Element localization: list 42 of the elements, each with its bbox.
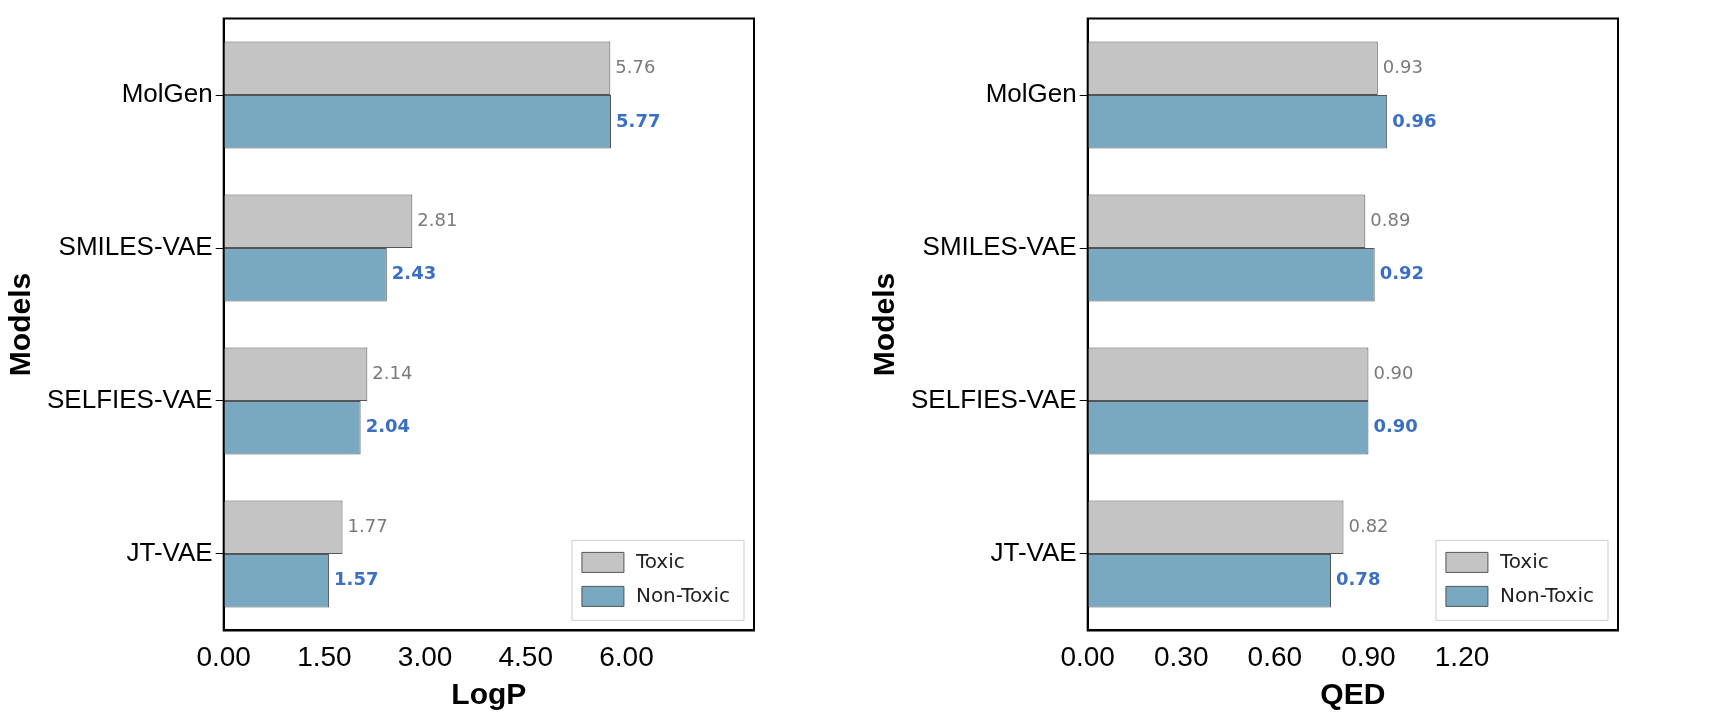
y-tick-label: SMILES-VAE <box>58 231 213 262</box>
data-label: 0.89 <box>1370 208 1411 230</box>
x-tick-label: 0.30 <box>1154 640 1209 672</box>
x-tick-label: 6.00 <box>599 640 654 672</box>
y-tick-label: JT-VAE <box>126 537 213 568</box>
y-axis-title: Models <box>3 272 37 377</box>
legend-label: Toxic <box>1498 548 1549 573</box>
data-label: 0.78 <box>1336 568 1381 590</box>
x-tick-label: 0.00 <box>196 640 251 672</box>
data-label: 5.77 <box>616 109 661 131</box>
y-tick-label: SELFIES-VAE <box>911 384 1077 415</box>
data-label: 5.76 <box>615 55 656 77</box>
data-label: 1.77 <box>347 514 388 536</box>
data-label: 0.92 <box>1379 262 1425 284</box>
data-label: 1.57 <box>334 568 379 590</box>
y-tick-label: MolGen <box>985 78 1077 109</box>
data-label: 0.90 <box>1373 361 1414 383</box>
data-label: 0.93 <box>1382 55 1423 77</box>
legend-label: Toxic <box>634 548 685 573</box>
x-tick-label: 0.60 <box>1247 640 1303 672</box>
x-tick-label: 3.00 <box>397 640 453 672</box>
data-label: 0.96 <box>1392 109 1437 131</box>
x-tick-label: 4.50 <box>498 640 554 672</box>
x-tick-label: 0.90 <box>1341 640 1396 672</box>
y-tick-label: JT-VAE <box>990 537 1077 568</box>
data-label: 0.90 <box>1373 415 1418 437</box>
y-axis-title: Models <box>867 272 901 377</box>
data-label: 2.81 <box>417 208 458 230</box>
legend-label: Non-Toxic <box>635 582 731 607</box>
y-tick-label: SELFIES-VAE <box>47 384 213 415</box>
data-label: 0.82 <box>1348 514 1389 536</box>
legend-label: Non-Toxic <box>1499 582 1595 607</box>
data-label: 2.14 <box>372 361 413 383</box>
y-tick-label: SMILES-VAE <box>922 231 1077 262</box>
x-tick-label: 1.20 <box>1434 640 1490 672</box>
y-tick-label: MolGen <box>121 78 213 109</box>
x-tick-label: 1.50 <box>297 640 352 672</box>
data-label: 2.43 <box>391 262 437 284</box>
x-axis-title: QED <box>1320 677 1386 711</box>
x-axis-title: LogP <box>451 677 527 711</box>
data-label: 2.04 <box>365 415 411 437</box>
x-tick-label: 0.00 <box>1060 640 1115 672</box>
